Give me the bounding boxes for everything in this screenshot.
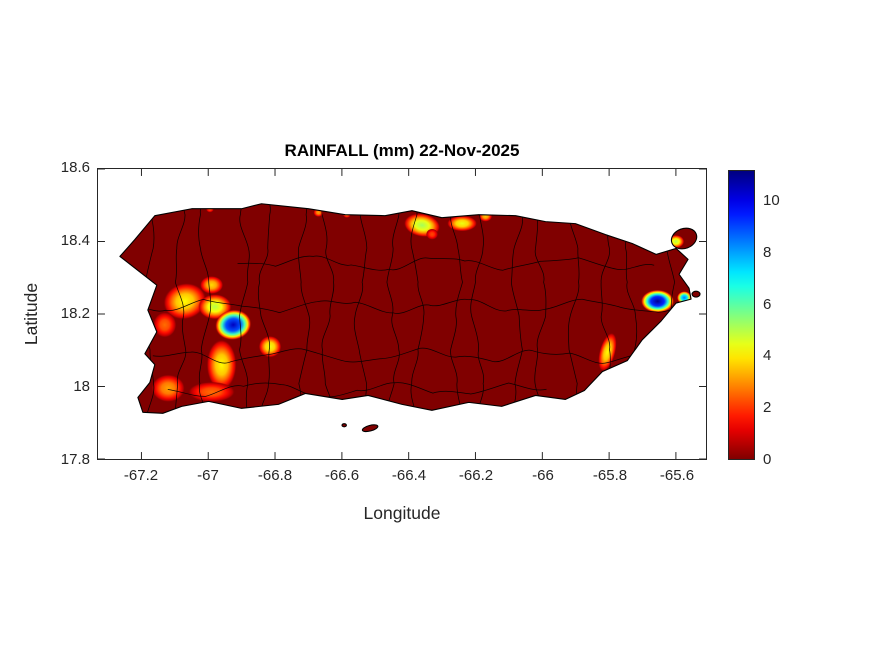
colorbar-tick-label: 10: [763, 192, 780, 209]
x-tick-label: -66.4: [391, 467, 427, 484]
y-tick-label: 18.2: [60, 305, 90, 322]
colorbar-tick-label: 0: [763, 451, 772, 468]
y-tick-label: 17.8: [60, 451, 90, 468]
x-tick-label: -65.8: [592, 467, 628, 484]
x-tick-label: -66.2: [458, 467, 494, 484]
chart-title: RAINFALL (mm) 22-Nov-2025: [284, 141, 520, 160]
x-tick-label: -67.2: [123, 467, 159, 484]
x-axis-label: Longitude: [363, 503, 441, 523]
x-tick-label: -66.6: [324, 467, 360, 484]
colorbar-tick-label: 2: [763, 399, 772, 416]
axis-ticks: [98, 169, 706, 459]
x-tick-label: -67: [197, 467, 219, 484]
map-svg: [98, 169, 706, 459]
colorbar-tick-label: 6: [763, 296, 772, 313]
colorbar: [728, 170, 755, 460]
y-tick-label: 18.6: [60, 159, 90, 176]
coastline: [119, 203, 701, 433]
colorbar-tick-label: 8: [763, 244, 772, 261]
y-tick-label: 18: [73, 378, 90, 395]
y-tick-label: 18.4: [60, 232, 90, 249]
plot-area: [97, 168, 707, 460]
x-tick-label: -65.6: [659, 467, 695, 484]
x-tick-label: -66.8: [257, 467, 293, 484]
colorbar-tick-label: 4: [763, 347, 772, 364]
x-tick-label: -66: [532, 467, 554, 484]
